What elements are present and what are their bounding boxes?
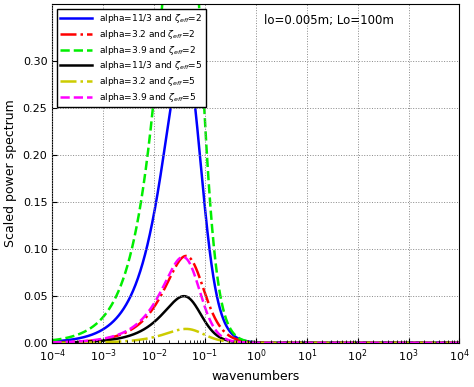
Y-axis label: Scaled power spectrum: Scaled power spectrum [4,99,17,247]
X-axis label: wavenumbers: wavenumbers [212,370,300,383]
Legend: alpha=11/3 and $\zeta_{eff}$=2, alpha=3.2 and $\zeta_{eff}$=2, alpha=3.9 and $\z: alpha=11/3 and $\zeta_{eff}$=2, alpha=3.… [57,9,206,108]
Text: lo=0.005m; Lo=100m: lo=0.005m; Lo=100m [264,14,394,27]
